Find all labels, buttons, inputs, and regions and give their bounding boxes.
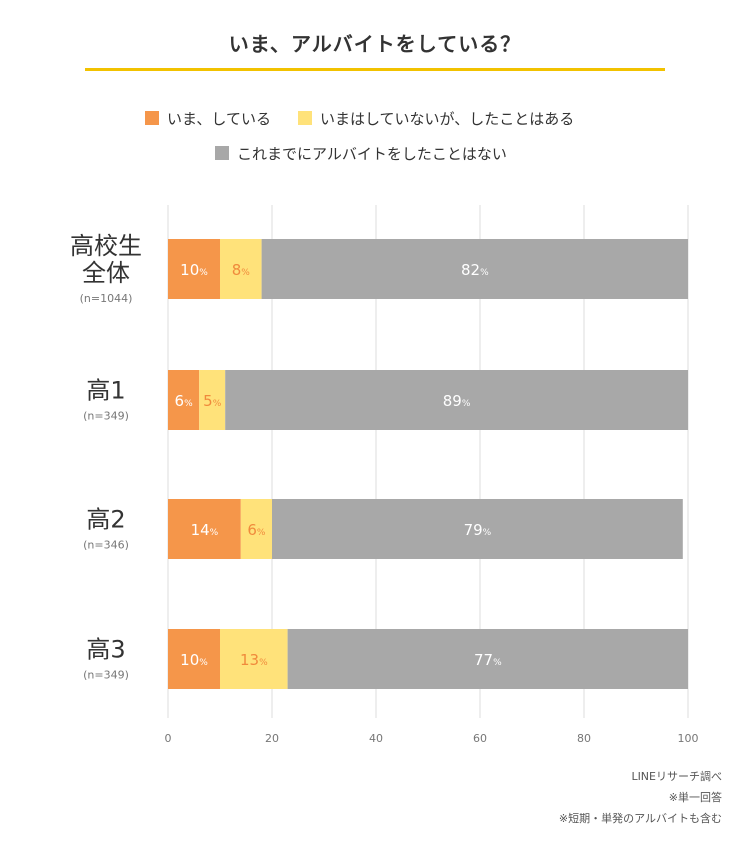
legend-label-past: いまはしていないが、したことはある: [320, 110, 575, 128]
bar-3-2: [287, 629, 688, 689]
x-tick-label-20: 20: [265, 732, 279, 745]
bar-3-0: [168, 629, 220, 689]
category-label-3-0: 高3: [86, 636, 125, 664]
category-n-3: (n=349): [83, 669, 129, 682]
category-n-1: (n=349): [83, 410, 129, 423]
legend-item-never: これまでにアルバイトをしたことはない: [215, 143, 507, 164]
category-n-0: (n=1044): [80, 292, 133, 305]
legend-item-currently: いま、している: [145, 108, 271, 129]
data-label-2-0: 14%: [191, 521, 219, 539]
data-label-3-0: 10%: [180, 651, 208, 669]
x-tick-label-40: 40: [369, 732, 383, 745]
data-label-1-0: 6%: [175, 392, 194, 410]
chart-title: いま、アルバイトをしている？: [228, 32, 522, 56]
single-answer-note: ※単一回答: [668, 791, 722, 804]
data-label-2-2: 79%: [464, 521, 492, 539]
legend-swatch-never: [215, 146, 229, 160]
category-label-1-0: 高1: [86, 377, 125, 405]
data-label-1-1: 5%: [203, 392, 222, 410]
bar-1-2: [225, 370, 688, 430]
title-underline: [85, 68, 665, 71]
bar-2-0: [168, 499, 241, 559]
legend-item-past: いまはしていないが、したことはある: [298, 108, 574, 129]
bar-0-1: [220, 239, 262, 299]
data-label-3-2: 77%: [474, 651, 502, 669]
category-n-2: (n=346): [83, 539, 129, 552]
data-label-1-2: 89%: [443, 392, 471, 410]
data-label-0-0: 10%: [180, 261, 208, 279]
x-tick-label-80: 80: [577, 732, 591, 745]
bar-1-0: [168, 370, 200, 430]
bar-2-1: [240, 499, 272, 559]
source-note: LINEリサーチ調べ: [631, 770, 722, 783]
bar-0-2: [261, 239, 688, 299]
x-tick-label-100: 100: [678, 732, 699, 745]
category-label-0-1: 全体: [82, 259, 130, 287]
bar-3-1: [220, 629, 288, 689]
data-label-0-2: 82%: [461, 261, 489, 279]
x-tick-label-0: 0: [165, 732, 172, 745]
legend-swatch-past: [298, 111, 312, 125]
data-label-2-1: 6%: [247, 521, 266, 539]
scope-note: ※短期・単発のアルバイトも含む: [558, 812, 722, 825]
data-label-0-1: 8%: [232, 261, 251, 279]
bar-0-0: [168, 239, 220, 299]
bar-1-1: [199, 370, 226, 430]
category-label-2-0: 高2: [86, 506, 125, 534]
legend-label-never: これまでにアルバイトをしたことはない: [237, 145, 507, 163]
category-label-0-0: 高校生: [70, 232, 142, 260]
legend-swatch-currently: [145, 111, 159, 125]
bar-2-2: [272, 499, 683, 559]
data-label-3-1: 13%: [240, 651, 268, 669]
legend-label-currently: いま、している: [167, 110, 271, 128]
x-tick-label-60: 60: [473, 732, 487, 745]
